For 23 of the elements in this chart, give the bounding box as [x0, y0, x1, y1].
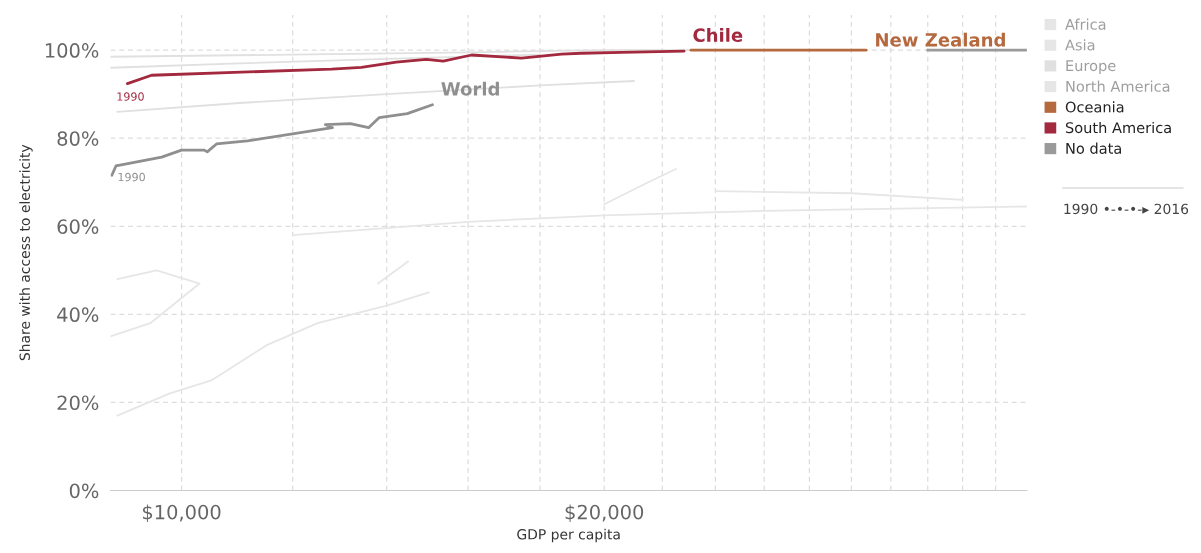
y-axis-title: Share with access to electricity [19, 144, 33, 361]
y-tick-label: 40% [57, 307, 99, 323]
legend-label: No data [1066, 142, 1121, 154]
text: 1990 •-•-•-▸ 2016 [1064, 203, 1189, 215]
annotation: New Zealand [876, 32, 1005, 47]
legend-label: Asia [1065, 39, 1095, 51]
legend-label: Europe [1066, 60, 1116, 75]
annotation: World [441, 81, 499, 96]
legend-label: South America [1065, 121, 1171, 134]
x-tick-label: $20,000 [565, 504, 644, 523]
y-tick-label: 80% [57, 131, 99, 146]
annotation: Chile [693, 28, 743, 42]
legend-label: North America [1066, 80, 1170, 92]
x-axis-title: GDP per capita [517, 528, 620, 543]
legend-label: Oceania [1065, 101, 1124, 113]
y-tick-label: 0% [69, 483, 99, 499]
y-tick-label: 60% [57, 219, 99, 234]
y-tick-label: 20% [57, 395, 99, 411]
x-tick-label: $10,000 [142, 504, 221, 523]
y-tick-label: 100% [45, 43, 99, 58]
annotation: 1990 [117, 92, 144, 101]
legend-label: Africa [1065, 18, 1106, 30]
annotation: 1990 [118, 172, 145, 182]
